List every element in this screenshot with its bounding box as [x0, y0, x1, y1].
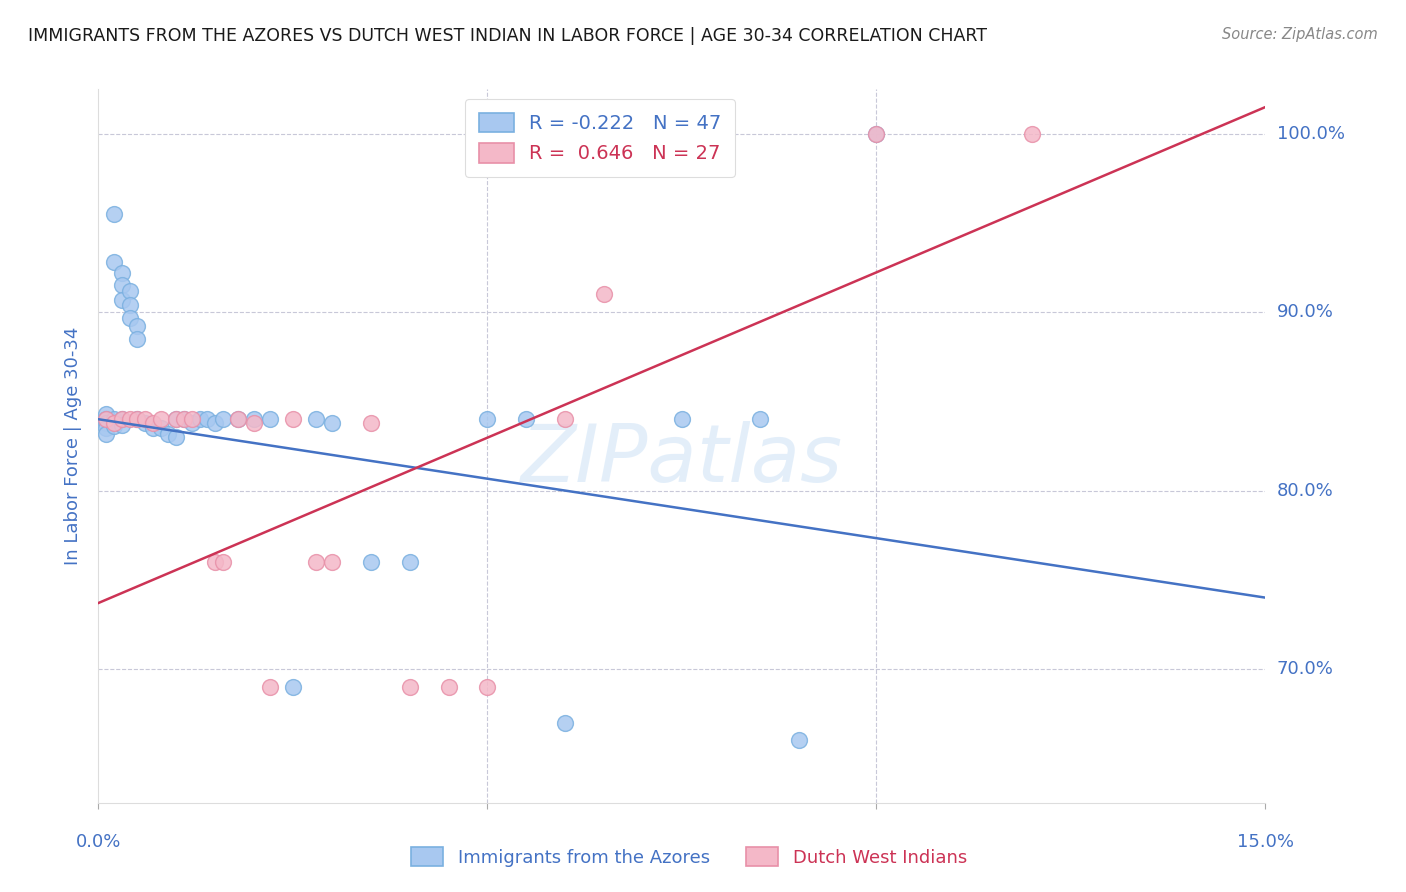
Point — [142, 421, 165, 435]
Point — [118, 412, 141, 426]
Point — [165, 412, 187, 426]
Point — [281, 680, 304, 694]
Point — [96, 412, 118, 426]
Point — [111, 412, 134, 426]
Point — [103, 207, 125, 221]
Point — [321, 555, 343, 569]
Point — [477, 680, 499, 694]
Point — [149, 412, 172, 426]
Point — [593, 287, 616, 301]
Point — [149, 421, 172, 435]
Point — [212, 412, 235, 426]
Point — [96, 412, 118, 426]
Point — [127, 412, 149, 426]
Point — [243, 412, 266, 426]
Point — [228, 412, 250, 426]
Point — [111, 266, 134, 280]
Text: 80.0%: 80.0% — [1277, 482, 1333, 500]
Text: 70.0%: 70.0% — [1277, 660, 1333, 678]
Point — [259, 680, 281, 694]
Point — [118, 310, 141, 325]
Point — [321, 416, 343, 430]
Point — [477, 412, 499, 426]
Point — [103, 255, 125, 269]
Point — [173, 412, 195, 426]
Point — [142, 416, 165, 430]
Point — [111, 417, 134, 432]
Text: 15.0%: 15.0% — [1237, 833, 1294, 851]
Point — [173, 412, 195, 426]
Point — [103, 416, 125, 430]
Point — [305, 412, 328, 426]
Legend: Immigrants from the Azores, Dutch West Indians: Immigrants from the Azores, Dutch West I… — [404, 840, 974, 874]
Point — [243, 416, 266, 430]
Point — [204, 555, 226, 569]
Point — [127, 332, 149, 346]
Point — [96, 407, 118, 421]
Point — [398, 680, 420, 694]
Point — [103, 412, 125, 426]
Point — [787, 733, 810, 747]
Point — [305, 555, 328, 569]
Point — [96, 416, 118, 430]
Point — [515, 412, 537, 426]
Text: Source: ZipAtlas.com: Source: ZipAtlas.com — [1222, 27, 1378, 42]
Point — [127, 319, 149, 334]
Point — [188, 412, 211, 426]
Point — [865, 127, 887, 141]
Point — [212, 555, 235, 569]
Point — [228, 412, 250, 426]
Point — [360, 416, 382, 430]
Text: 100.0%: 100.0% — [1277, 125, 1344, 143]
Point — [671, 412, 693, 426]
Point — [281, 412, 304, 426]
Y-axis label: In Labor Force | Age 30-34: In Labor Force | Age 30-34 — [65, 326, 83, 566]
Text: IMMIGRANTS FROM THE AZORES VS DUTCH WEST INDIAN IN LABOR FORCE | AGE 30-34 CORRE: IMMIGRANTS FROM THE AZORES VS DUTCH WEST… — [28, 27, 987, 45]
Point — [118, 298, 141, 312]
Point — [118, 284, 141, 298]
Point — [180, 416, 202, 430]
Point — [1021, 127, 1043, 141]
Text: ZIPatlas: ZIPatlas — [520, 421, 844, 500]
Point — [748, 412, 770, 426]
Point — [111, 293, 134, 307]
Point — [180, 412, 202, 426]
Point — [96, 426, 118, 441]
Point — [96, 421, 118, 435]
Point — [165, 412, 187, 426]
Legend: R = -0.222   N = 47, R =  0.646   N = 27: R = -0.222 N = 47, R = 0.646 N = 27 — [465, 99, 735, 177]
Text: 90.0%: 90.0% — [1277, 303, 1333, 321]
Text: 0.0%: 0.0% — [76, 833, 121, 851]
Point — [554, 715, 576, 730]
Point — [865, 127, 887, 141]
Point — [111, 278, 134, 293]
Point — [134, 412, 156, 426]
Point — [157, 426, 180, 441]
Point — [103, 419, 125, 434]
Point — [165, 430, 187, 444]
Point — [398, 555, 420, 569]
Point — [111, 412, 134, 426]
Point — [195, 412, 218, 426]
Point — [360, 555, 382, 569]
Point — [127, 412, 149, 426]
Point — [259, 412, 281, 426]
Point — [134, 416, 156, 430]
Point — [554, 412, 576, 426]
Point — [204, 416, 226, 430]
Point — [437, 680, 460, 694]
